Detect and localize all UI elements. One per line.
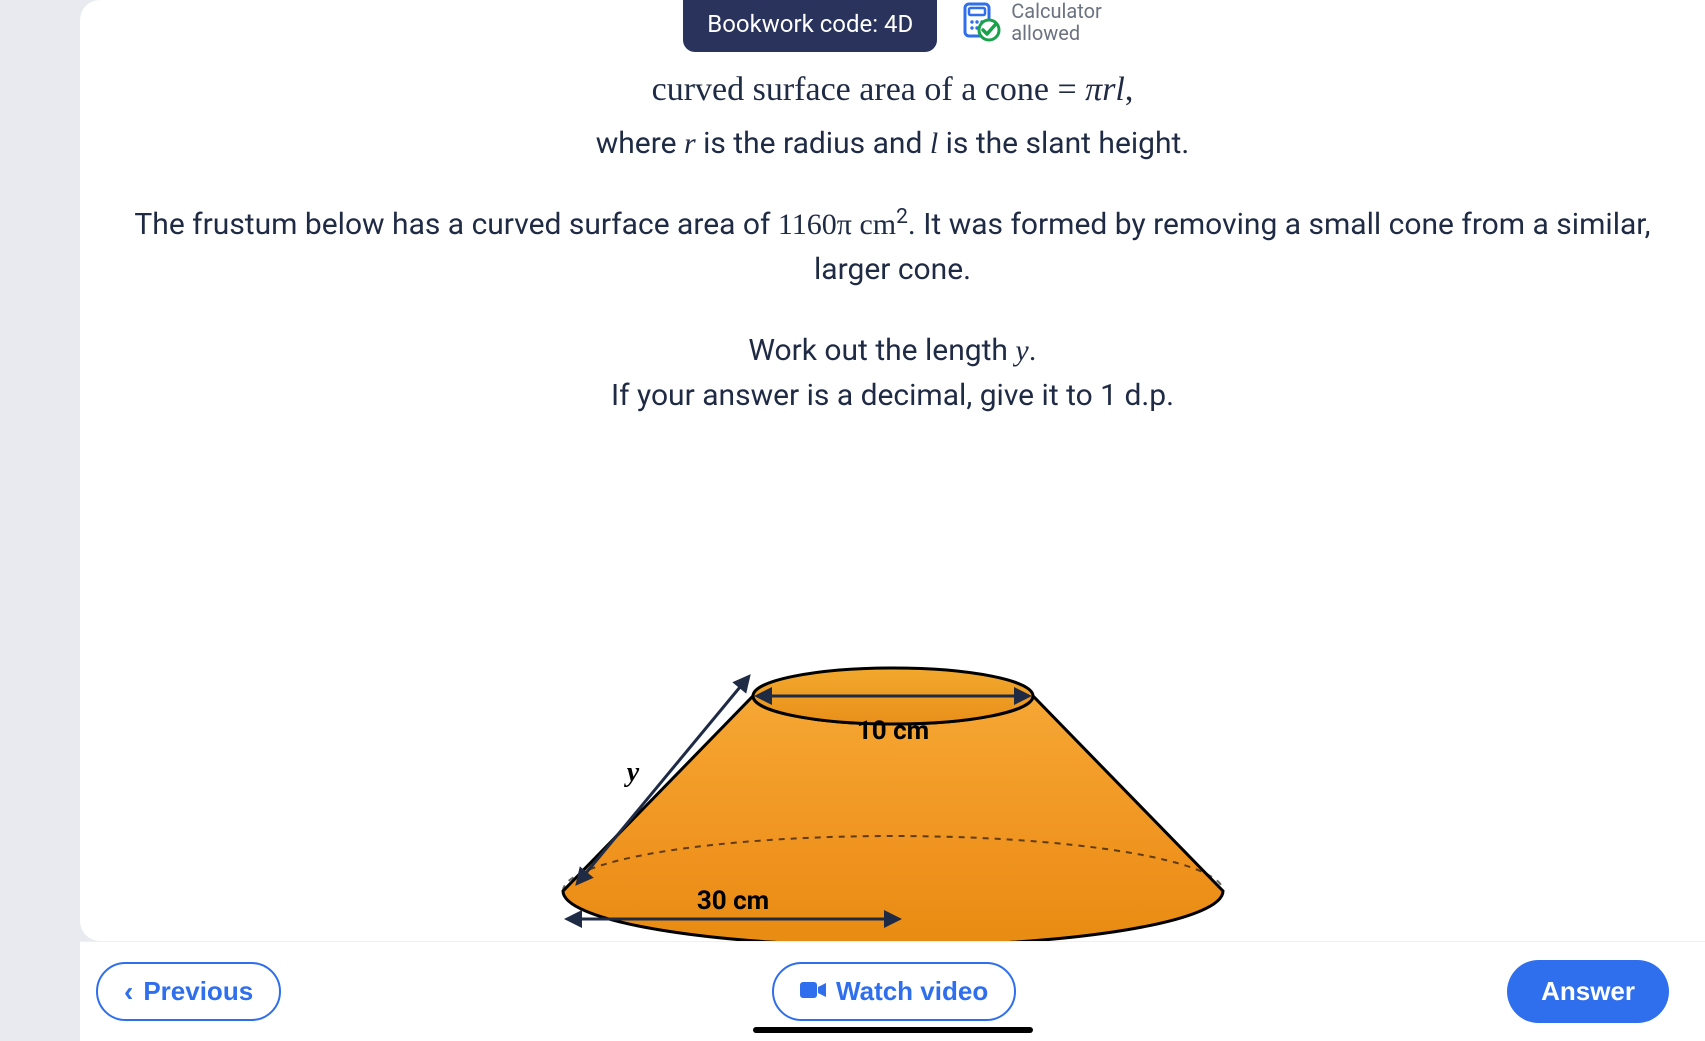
bookwork-code-badge: Bookwork code: 4D: [683, 0, 937, 52]
slant-label: y: [623, 757, 639, 788]
p2-var: y: [1015, 334, 1028, 367]
calculator-text: Calculator allowed: [1011, 0, 1102, 44]
p1-value: 1160π cm: [778, 208, 896, 241]
previous-label: Previous: [143, 976, 253, 1007]
formula-line: curved surface area of a cone = πrl,: [120, 64, 1665, 115]
video-icon: [800, 976, 826, 1007]
bottom-radius-label: 30 cm: [696, 886, 768, 916]
sub-b: is the radius and: [696, 126, 930, 161]
p1-b: . It was formed by removing a small cone…: [814, 207, 1651, 287]
chevron-left-icon: ‹: [124, 978, 133, 1006]
calculator-indicator: Calculator allowed: [961, 0, 1102, 44]
bottom-bar: ‹ Previous Watch video Answer: [80, 941, 1705, 1041]
previous-button[interactable]: ‹ Previous: [96, 962, 281, 1021]
top-diameter-label: 10 cm: [856, 716, 928, 746]
formula-sub-line: where r is the radius and l is the slant…: [120, 121, 1665, 166]
home-indicator: [753, 1027, 1033, 1033]
calculator-icon: [961, 2, 1001, 42]
formula-comma: ,: [1125, 71, 1134, 108]
formula-prefix: curved surface area of a cone =: [652, 71, 1086, 108]
paragraph-2: Work out the length y. If your answer is…: [120, 328, 1665, 418]
frustum-diagram: 10 cm 30 cm y: [493, 631, 1293, 941]
var-l: l: [930, 127, 938, 160]
var-r: r: [684, 127, 696, 160]
calculator-line1: Calculator: [1011, 0, 1102, 22]
p2-b: .: [1029, 333, 1037, 368]
question-content: curved surface area of a cone = πrl, whe…: [120, 64, 1665, 941]
p1-a: The frustum below has a curved surface a…: [134, 207, 778, 242]
formula-rhs: πrl: [1085, 71, 1125, 108]
watch-label: Watch video: [836, 976, 988, 1007]
answer-button[interactable]: Answer: [1507, 960, 1669, 1023]
p2-a: Work out the length: [748, 333, 1015, 368]
question-card: Bookwork code: 4D: [80, 0, 1705, 941]
paragraph-1: The frustum below has a curved surface a…: [120, 202, 1665, 292]
calculator-line2: allowed: [1011, 22, 1102, 44]
p1-exp: 2: [896, 205, 908, 229]
watch-video-button[interactable]: Watch video: [772, 962, 1016, 1021]
diagram-wrap: 10 cm 30 cm y: [120, 631, 1665, 941]
page: Bookwork code: 4D: [0, 0, 1705, 1041]
sub-c: is the slant height.: [938, 126, 1189, 161]
p3: If your answer is a decimal, give it to …: [120, 373, 1665, 418]
answer-label: Answer: [1541, 976, 1635, 1006]
sub-a: where: [596, 126, 684, 161]
topbar: Bookwork code: 4D: [80, 0, 1705, 52]
